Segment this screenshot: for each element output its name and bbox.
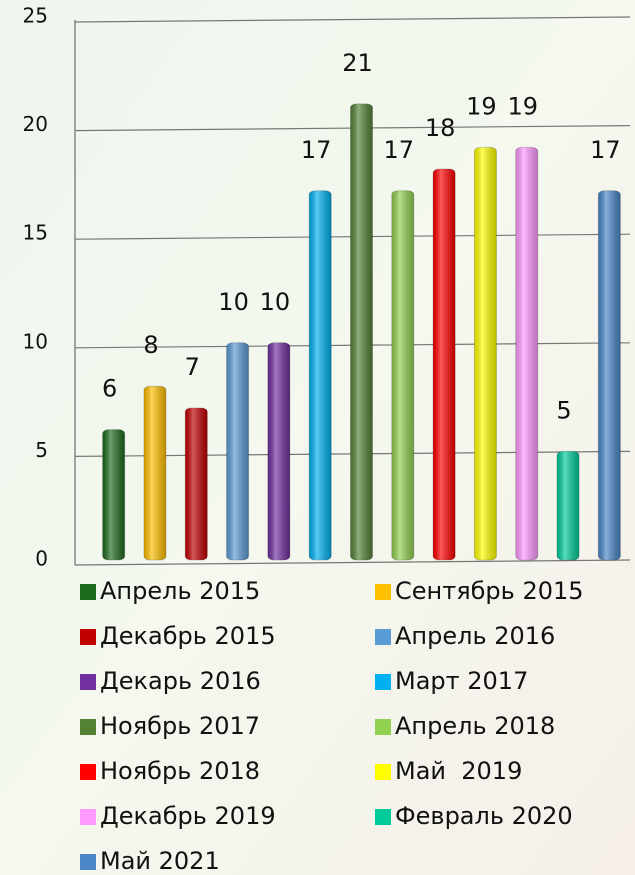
- data-label: 5: [556, 396, 571, 424]
- legend-label: Декабрь 2015: [100, 622, 276, 650]
- bar-shine: [227, 343, 249, 560]
- bar-shine: [103, 430, 125, 560]
- data-label: 21: [342, 49, 373, 77]
- legend-swatch: [80, 809, 96, 825]
- y-tick-label: 25: [23, 4, 48, 28]
- data-label: 10: [218, 288, 249, 316]
- legend-swatch: [80, 719, 96, 735]
- y-tick-label: 0: [35, 547, 48, 571]
- legend-label: Сентябрь 2015: [395, 577, 584, 605]
- legend-label: Февраль 2020: [395, 802, 573, 830]
- data-label: 8: [143, 331, 158, 359]
- data-label: 19: [466, 92, 497, 120]
- legend-swatch: [375, 719, 391, 735]
- bar-shine: [185, 408, 207, 560]
- legend-swatch: [375, 584, 391, 600]
- bar-shine: [516, 147, 538, 560]
- legend-label: Май 2021: [100, 847, 220, 875]
- legend-swatch: [80, 764, 96, 780]
- bar-shine: [268, 343, 290, 560]
- legend-label: Апрель 2018: [395, 712, 555, 740]
- data-label: 19: [507, 92, 538, 120]
- y-tick-label: 20: [23, 112, 48, 136]
- data-label: 18: [425, 114, 456, 142]
- data-label: 17: [590, 136, 621, 164]
- legend-swatch: [375, 764, 391, 780]
- y-tick-label: 10: [23, 329, 48, 353]
- bar-shine: [474, 147, 496, 560]
- legend-label: Май 2019: [395, 757, 522, 785]
- y-tick-label: 15: [23, 221, 48, 245]
- legend-label: Ноябрь 2017: [100, 712, 260, 740]
- bar-shine: [557, 451, 579, 560]
- legend-label: Декарь 2016: [100, 667, 261, 695]
- legend-swatch: [375, 809, 391, 825]
- bar-shine: [598, 191, 620, 560]
- data-label: 6: [102, 375, 117, 403]
- legend-swatch: [80, 629, 96, 645]
- legend-label: Апрель 2016: [395, 622, 555, 650]
- data-label: 17: [301, 136, 332, 164]
- data-label: 17: [384, 136, 415, 164]
- legend-label: Апрель 2015: [100, 577, 260, 605]
- legend-label: Ноябрь 2018: [100, 757, 260, 785]
- y-tick-label: 5: [35, 438, 48, 462]
- legend-label: Март 2017: [395, 667, 528, 695]
- bar-shine: [309, 191, 331, 560]
- legend-swatch: [80, 674, 96, 690]
- data-label: 7: [185, 353, 200, 381]
- legend-swatch: [375, 629, 391, 645]
- data-label: 10: [260, 288, 291, 316]
- bar-shine: [392, 191, 414, 560]
- legend-swatch: [80, 854, 96, 870]
- bar-shine: [433, 169, 455, 560]
- bar-shine: [144, 386, 166, 560]
- legend-label: Декабрь 2019: [100, 802, 276, 830]
- legend-swatch: [80, 584, 96, 600]
- chart: 0 5 10 15 20 25 6 Апрель 2015 8 Сентябрь 2015 7 Дек…: [0, 0, 635, 875]
- bar-shine: [351, 104, 373, 560]
- legend-swatch: [375, 674, 391, 690]
